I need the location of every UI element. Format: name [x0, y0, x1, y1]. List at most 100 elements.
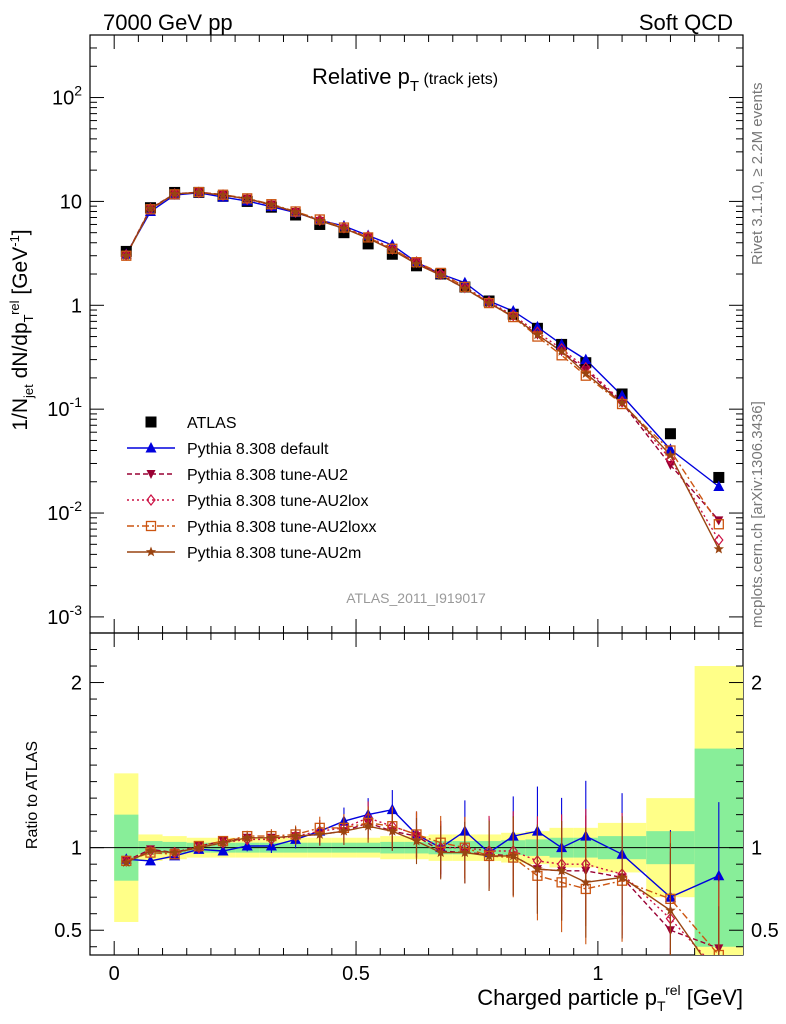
- header-right: Soft QCD: [639, 10, 733, 35]
- ratio-point: [714, 974, 724, 984]
- ratio-y-axis-label: Ratio to ATLAS: [24, 741, 41, 849]
- y-tick-label: 10-3: [47, 602, 82, 629]
- main-series: [120, 186, 725, 554]
- ratio-point: [459, 847, 471, 858]
- ratio-point: [580, 876, 591, 887]
- legend-marker: [145, 520, 157, 532]
- ratio-point: [121, 857, 132, 867]
- rivet-label: Rivet 3.1.10, ≥ 2.2M events: [749, 83, 766, 266]
- legend-label: Pythia 8.308 tune-AU2: [187, 467, 348, 484]
- tick-base: 10: [52, 88, 74, 110]
- tick-base: 10: [47, 399, 69, 421]
- data-point: [531, 320, 543, 332]
- legend: ATLAS Pythia 8.308 default Pythia 8.308 tu…: [127, 415, 376, 562]
- tick-exp: -2: [70, 498, 83, 514]
- data-point: [411, 257, 422, 268]
- main-title-word: Relative p: [312, 64, 410, 89]
- tick-exp: -1: [70, 394, 83, 410]
- x-axis-label: Charged particle pTrel [GeV]: [477, 982, 743, 1014]
- data-point: [411, 258, 422, 269]
- data-point: [665, 453, 676, 466]
- data-point: [616, 397, 628, 408]
- legend-label: Pythia 8.308 tune-AU2loxx: [187, 519, 376, 536]
- data-point: [580, 368, 591, 378]
- data-point: [484, 295, 494, 308]
- ratio-point: [338, 825, 350, 836]
- data-point: [665, 449, 676, 460]
- data-point: [714, 516, 724, 526]
- data-point: [532, 326, 543, 339]
- data-point: [508, 309, 519, 322]
- ratio-axes: 0 0.5 1 0.5 0.5 1 1 2 2: [54, 633, 779, 985]
- ratio-point: [411, 835, 422, 846]
- main-title-sub: T: [410, 78, 419, 95]
- main-y-axis-label: 1/Njet dN/dpTrel [GeV-1]: [7, 229, 36, 430]
- y-tick-label: 10-1: [47, 394, 82, 421]
- legend-marker: [146, 470, 156, 479]
- ratio-point: [616, 871, 628, 882]
- data-point: [508, 311, 519, 321]
- data-point: [290, 206, 301, 217]
- ratio-point: [290, 830, 301, 841]
- ratio-point: [169, 847, 180, 858]
- data-point: [664, 443, 676, 454]
- ratio-point: [193, 842, 205, 853]
- ratio-y-tick-label-right: 0.5: [751, 920, 779, 942]
- ratio-y-tick-label: 1: [71, 838, 82, 860]
- y-tick-label: 1: [71, 295, 82, 317]
- series-line: [125, 191, 720, 541]
- data-point: [483, 297, 495, 308]
- data-point: [242, 193, 253, 204]
- legend-marker: [145, 416, 157, 428]
- legend-label: Pythia 8.308 tune-AU2m: [187, 545, 361, 562]
- data-point: [556, 345, 567, 356]
- legend-label: Pythia 8.308 default: [187, 441, 329, 458]
- ratio-point: [665, 904, 676, 915]
- data-point: [435, 269, 446, 280]
- data-point: [266, 199, 277, 210]
- ratio-point: [483, 850, 495, 861]
- x-tick-label: 0.5: [342, 963, 370, 985]
- tick-base: 10: [47, 607, 69, 629]
- ratio-point: [314, 829, 325, 839]
- x-tick-label: 0: [109, 963, 120, 985]
- data-point: [556, 342, 567, 355]
- data-point: [362, 232, 374, 243]
- tick-exp: 2: [74, 83, 82, 99]
- y-tick-label: 10: [60, 191, 82, 213]
- ratio-series: [120, 780, 725, 984]
- ratio-point: [242, 832, 253, 843]
- data-point: [435, 268, 446, 280]
- ratio-point: [217, 844, 229, 856]
- data-point: [532, 329, 543, 340]
- ratio-bands: [114, 666, 743, 955]
- data-point: [713, 471, 725, 483]
- data-point: [145, 203, 156, 214]
- ratio-point: [715, 967, 723, 977]
- ratio-point: [144, 854, 156, 866]
- legend-marker: [146, 494, 156, 506]
- data-point: [314, 214, 325, 227]
- data-point: [121, 250, 132, 261]
- ratio-point: [556, 865, 567, 876]
- data-point: [459, 283, 471, 293]
- y-tick-label: 10-2: [47, 498, 82, 525]
- data-point: [713, 480, 725, 492]
- tick-exp: -3: [70, 602, 83, 618]
- ratio-panel-frame: [89, 632, 744, 956]
- data-point: [387, 244, 398, 255]
- ratio-point: [508, 850, 519, 861]
- ratio-point: [266, 832, 277, 843]
- analysis-watermark: ATLAS_2011_I919017: [346, 590, 486, 606]
- legend-marker: [145, 442, 157, 453]
- ratio-point: [217, 837, 229, 848]
- main-title-note: (track jets): [419, 71, 498, 88]
- ratio-y-tick-label: 2: [71, 673, 82, 695]
- legend-marker: [145, 546, 157, 557]
- data-point: [169, 188, 180, 199]
- data-point: [664, 428, 676, 440]
- data-point: [616, 389, 628, 401]
- ratio-point: [387, 825, 398, 836]
